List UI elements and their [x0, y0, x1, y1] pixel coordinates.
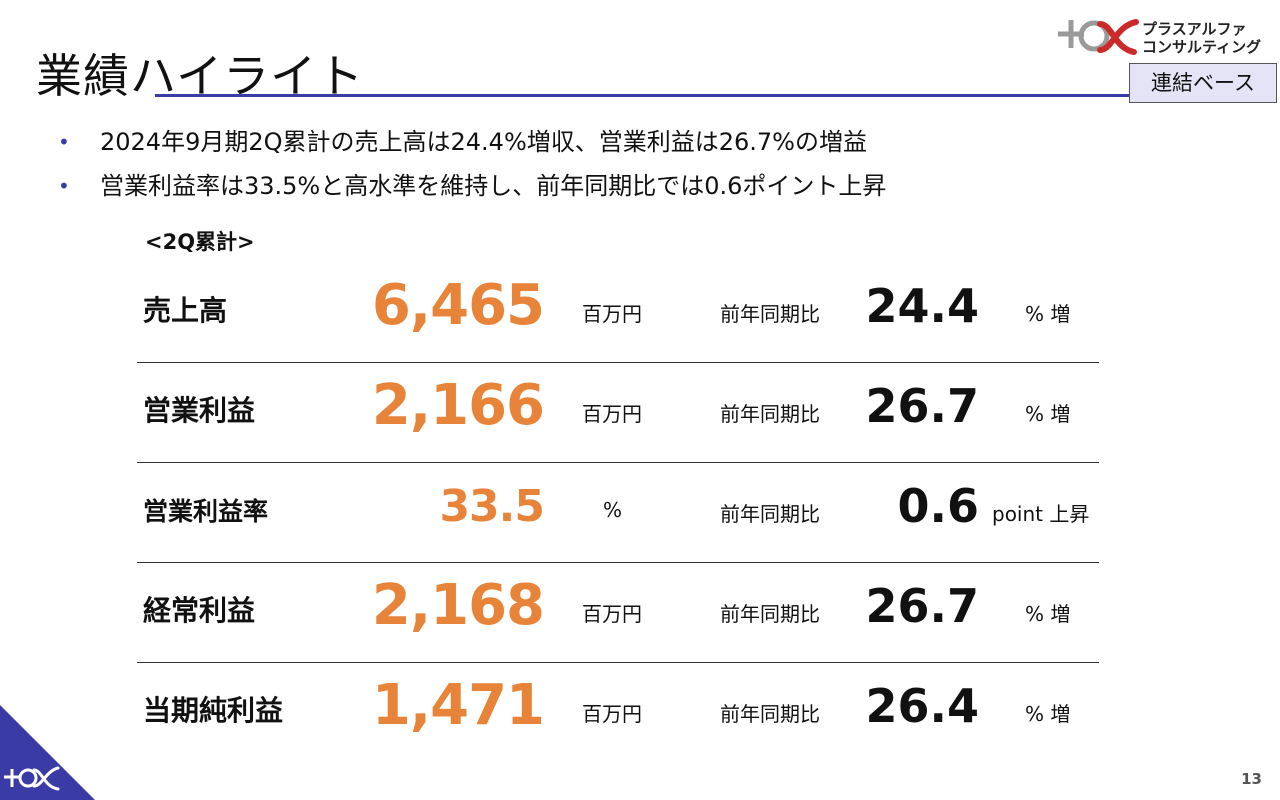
change-unit: % 増 [1025, 302, 1071, 326]
yoy-change: 24.4 [865, 279, 980, 333]
logo-line-2: コンサルティング [1142, 38, 1262, 56]
metric-value: 33.5 [439, 481, 545, 532]
metric-unit: 百万円 [582, 402, 642, 426]
yoy-change: 0.6 [897, 479, 980, 533]
corner-brand-mark-icon [0, 705, 95, 800]
table-row: 当期純利益 1,471 百万円 前年同期比 26.4 % 増 [137, 663, 1099, 762]
logo-line-1: プラスアルファ [1142, 20, 1247, 38]
comparison-label: 前年同期比 [720, 402, 820, 426]
page-number: 13 [1241, 770, 1262, 788]
company-logo: プラスアルファ コンサルティング [1054, 12, 1269, 62]
highlight-table: 売上高 6,465 百万円 前年同期比 24.4 % 増 営業利益 2,166 … [137, 263, 1099, 762]
metric-name: 営業利益 [143, 394, 256, 427]
summary-bullet: 営業利益率は33.5%と高水準を維持し、前年同期比では0.6ポイント上昇 [58, 164, 886, 208]
change-unit: % 増 [1025, 402, 1071, 426]
change-unit: point 上昇 [992, 502, 1090, 526]
comparison-label: 前年同期比 [720, 602, 820, 626]
change-unit: % 増 [1025, 702, 1071, 726]
table-row: 営業利益率 33.5 % 前年同期比 0.6 point 上昇 [137, 463, 1099, 563]
change-unit: % 増 [1025, 602, 1071, 626]
yoy-change: 26.7 [865, 379, 980, 433]
logo-wordmark: プラスアルファ コンサルティング [1142, 20, 1261, 56]
period-label: <2Q累計> [145, 230, 255, 254]
metric-name: 当期純利益 [143, 694, 284, 727]
table-row: 売上高 6,465 百万円 前年同期比 24.4 % 増 [137, 263, 1099, 363]
comparison-label: 前年同期比 [720, 302, 820, 326]
metric-value: 1,471 [371, 673, 545, 738]
table-row: 営業利益 2,166 百万円 前年同期比 26.7 % 増 [137, 363, 1099, 463]
summary-bullets: 2024年9月期2Q累計の売上高は24.4%増収、営業利益は26.7%の増益 営… [58, 120, 886, 208]
metric-name: 営業利益率 [143, 497, 269, 526]
metric-value: 2,166 [371, 373, 545, 438]
title-underline [155, 94, 1130, 97]
plus-alpha-logo-icon [1058, 19, 1139, 55]
comparison-label: 前年同期比 [720, 702, 820, 726]
yoy-change: 26.4 [865, 679, 980, 733]
metric-name: 売上高 [143, 294, 228, 327]
metric-unit: 百万円 [582, 302, 642, 326]
metric-name: 経常利益 [143, 594, 256, 627]
summary-bullet: 2024年9月期2Q累計の売上高は24.4%増収、営業利益は26.7%の増益 [58, 120, 886, 164]
yoy-change: 26.7 [865, 579, 980, 633]
metric-unit: % [603, 498, 623, 522]
metric-value: 2,168 [371, 573, 545, 638]
consolidated-basis-badge: 連結ベース [1129, 63, 1277, 103]
comparison-label: 前年同期比 [720, 502, 820, 526]
metric-unit: 百万円 [582, 702, 642, 726]
metric-value: 6,465 [371, 273, 545, 338]
table-row: 経常利益 2,168 百万円 前年同期比 26.7 % 増 [137, 563, 1099, 663]
metric-unit: 百万円 [582, 602, 642, 626]
